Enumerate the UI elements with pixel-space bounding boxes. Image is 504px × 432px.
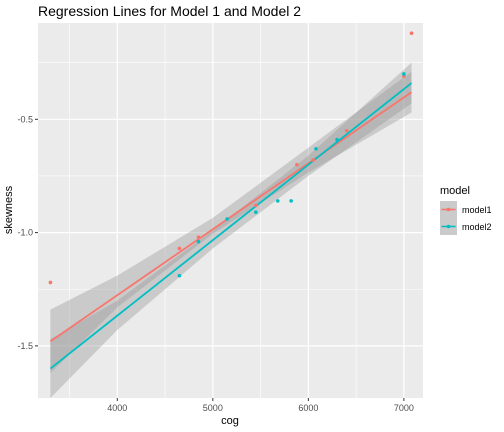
confidence-band-model1 [50, 71, 412, 374]
data-point-model1 [295, 162, 299, 167]
legend-label-model1: model1 [462, 205, 492, 215]
data-point-model1 [254, 203, 258, 208]
x-tick-label: 4000 [107, 403, 127, 413]
data-point-model1 [48, 280, 53, 285]
data-point-model2 [196, 239, 201, 244]
data-point-model2 [225, 217, 229, 221]
legend: model model1 model2 [440, 185, 492, 235]
data-point-model2 [177, 273, 182, 278]
regression-line-model1 [49, 91, 413, 343]
regression-lines [49, 82, 413, 370]
y-tick-label: -0.5 [17, 114, 33, 124]
data-point-model2 [314, 146, 318, 151]
data-point-model2 [254, 210, 258, 214]
x-tick-label: 7000 [394, 403, 414, 413]
data-point-model1 [196, 235, 201, 239]
y-tick-label: -1.0 [17, 228, 33, 238]
y-tick-label: -1.5 [17, 341, 33, 351]
legend-title: model [440, 185, 470, 197]
data-point-model2 [275, 199, 280, 203]
data-point-model2 [335, 137, 339, 142]
x-axis-title: cog [221, 415, 239, 427]
data-point-model2 [402, 72, 406, 76]
data-point-model2 [289, 199, 293, 203]
y-axis: -1.5 -1.0 -0.5 [17, 114, 38, 351]
confidence-band-model2 [50, 62, 412, 398]
regression-line-model2 [49, 82, 413, 370]
chart-title: Regression Lines for Model 1 and Model 2 [38, 3, 301, 19]
legend-point-model2 [446, 224, 451, 229]
y-axis-title: skewness [3, 185, 15, 234]
data-point-model1 [311, 158, 315, 162]
confidence-bands [50, 62, 412, 398]
x-axis: 4000 5000 6000 7000 [107, 398, 414, 413]
data-point-model1 [177, 246, 182, 251]
data-point-model1 [344, 128, 349, 133]
plot-panel [38, 23, 423, 398]
legend-point-model1 [446, 207, 451, 212]
data-point-model1 [409, 31, 414, 35]
data-points [48, 31, 414, 285]
x-tick-label: 5000 [203, 403, 223, 413]
x-tick-label: 6000 [298, 403, 318, 413]
legend-label-model2: model2 [462, 222, 492, 232]
grid-lines [38, 23, 452, 398]
